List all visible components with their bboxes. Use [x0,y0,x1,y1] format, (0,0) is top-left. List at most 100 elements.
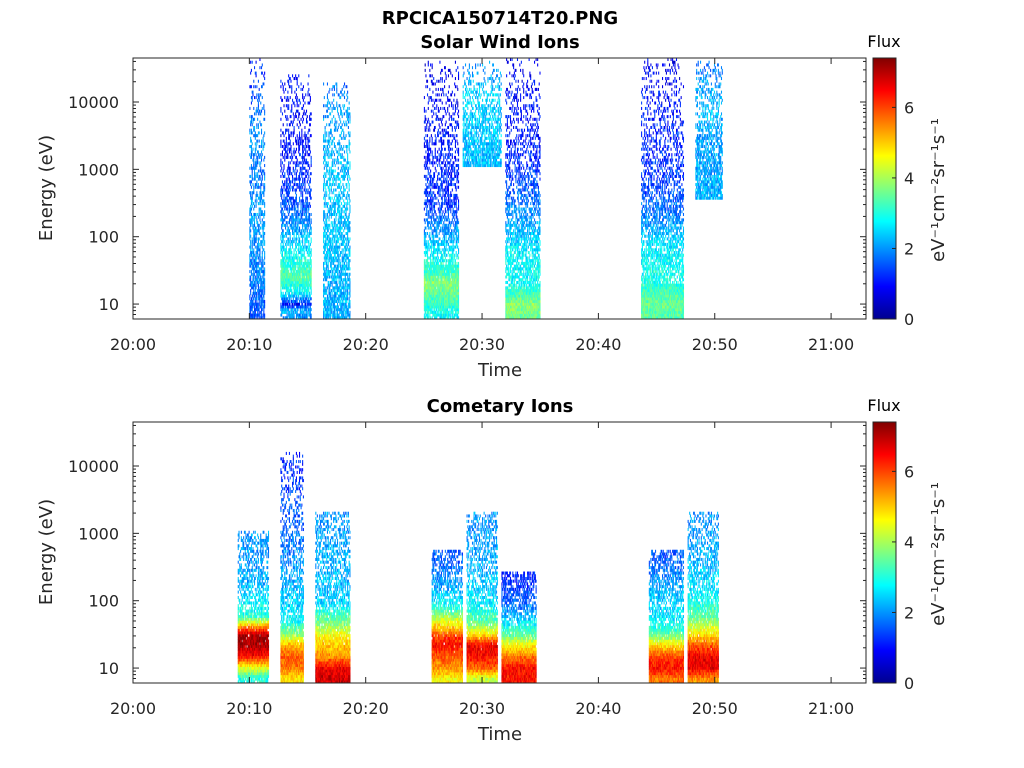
heatmap-cell [304,283,306,287]
heatmap-cell [283,248,285,252]
heatmap-cell [261,153,263,157]
heatmap-cell [287,302,289,306]
heatmap-cell [304,234,306,238]
heatmap-cell [348,302,350,306]
heatmap-cell [434,278,436,282]
heatmap-cell [295,261,297,265]
heatmap-cell [327,270,329,274]
heatmap-cell [294,310,296,314]
heatmap-cell [343,172,346,176]
heatmap-cell [291,240,293,244]
heatmap-cell [294,294,296,298]
heatmap-cell [258,161,260,165]
heatmap-cell [258,297,260,301]
heatmap-cell [346,150,348,154]
heatmap-cell [254,302,256,306]
heatmap-cell [325,218,327,222]
heatmap-cell [292,275,294,279]
heatmap-cell [430,109,432,113]
heatmap-cell [310,226,312,230]
heatmap-cell [330,313,332,317]
heatmap-cell [326,218,328,222]
heatmap-cell [330,261,332,265]
heatmap-cell [260,278,263,282]
heatmap-cell [291,226,293,230]
heatmap-cell [346,123,348,127]
heatmap-cell [290,120,292,124]
heatmap-cell [307,204,309,208]
heatmap-cell [327,313,329,317]
heatmap-cell [331,212,333,216]
heatmap-cell [295,226,297,230]
heatmap-cell [288,207,290,211]
heatmap-cell [326,267,328,271]
heatmap-cell [333,210,335,214]
heatmap-cell [263,191,265,195]
heatmap-cell [429,245,431,249]
heatmap-cell [344,270,346,274]
heatmap-cell [333,256,335,260]
heatmap-cell [338,185,340,189]
heatmap-cell [329,155,331,159]
heatmap-cell [280,210,282,214]
heatmap-cell [329,272,331,276]
heatmap-cell [307,82,309,86]
heatmap-cell [340,221,342,225]
heatmap-cell [343,302,346,306]
heatmap-cell [345,278,347,282]
heatmap-cell [329,251,331,255]
heatmap-cell [332,226,334,230]
heatmap-cell [331,87,333,91]
heatmap-cell [282,297,284,301]
heatmap-cell [348,226,350,230]
heatmap-cell [430,297,432,301]
heatmap-cell [426,223,429,227]
heatmap-cell [426,280,429,284]
heatmap-cell [281,196,283,200]
heatmap-cell [323,278,325,282]
heatmap-cell [302,226,304,230]
heatmap-cell [424,115,426,119]
heatmap-cell [341,291,343,295]
heatmap-cell [299,297,301,301]
heatmap-cell [424,174,426,178]
heatmap-cell [343,218,346,222]
heatmap-cell [250,120,252,124]
heatmap-cell [426,79,428,83]
heatmap-cell [263,297,265,301]
heatmap-cell [324,164,326,168]
heatmap-cell [328,234,330,238]
heatmap-cell [257,272,259,276]
heatmap-cell [257,261,259,265]
heatmap-cell [307,264,309,268]
heatmap-cell [264,270,266,274]
heatmap-cell [325,153,327,157]
heatmap-cell [260,169,262,173]
heatmap-cell [336,90,338,94]
heatmap-cell [427,310,429,314]
heatmap-cell [343,256,345,260]
heatmap-cell [428,212,430,216]
heatmap-cell [326,299,328,303]
heatmap-cell [309,302,311,306]
heatmap-cell [336,242,338,246]
heatmap-cell [280,305,282,309]
heatmap-cell [338,308,340,312]
heatmap-cell [430,79,432,83]
heatmap-cell [260,294,263,298]
heatmap-cell [291,158,293,162]
heatmap-cell [332,177,334,181]
heatmap-cell [281,259,283,263]
heatmap-cell [349,248,351,252]
heatmap-cell [249,259,251,263]
heatmap-cell [286,104,288,108]
heatmap-cell [256,272,258,276]
heatmap-cell [337,289,339,293]
heatmap-cell [292,283,294,287]
heatmap-cell [249,316,251,320]
heatmap-cell [333,305,335,309]
heatmap-cell [340,96,342,100]
heatmap-cell [336,278,338,282]
heatmap-cell [302,177,304,181]
heatmap-cell [347,305,349,309]
